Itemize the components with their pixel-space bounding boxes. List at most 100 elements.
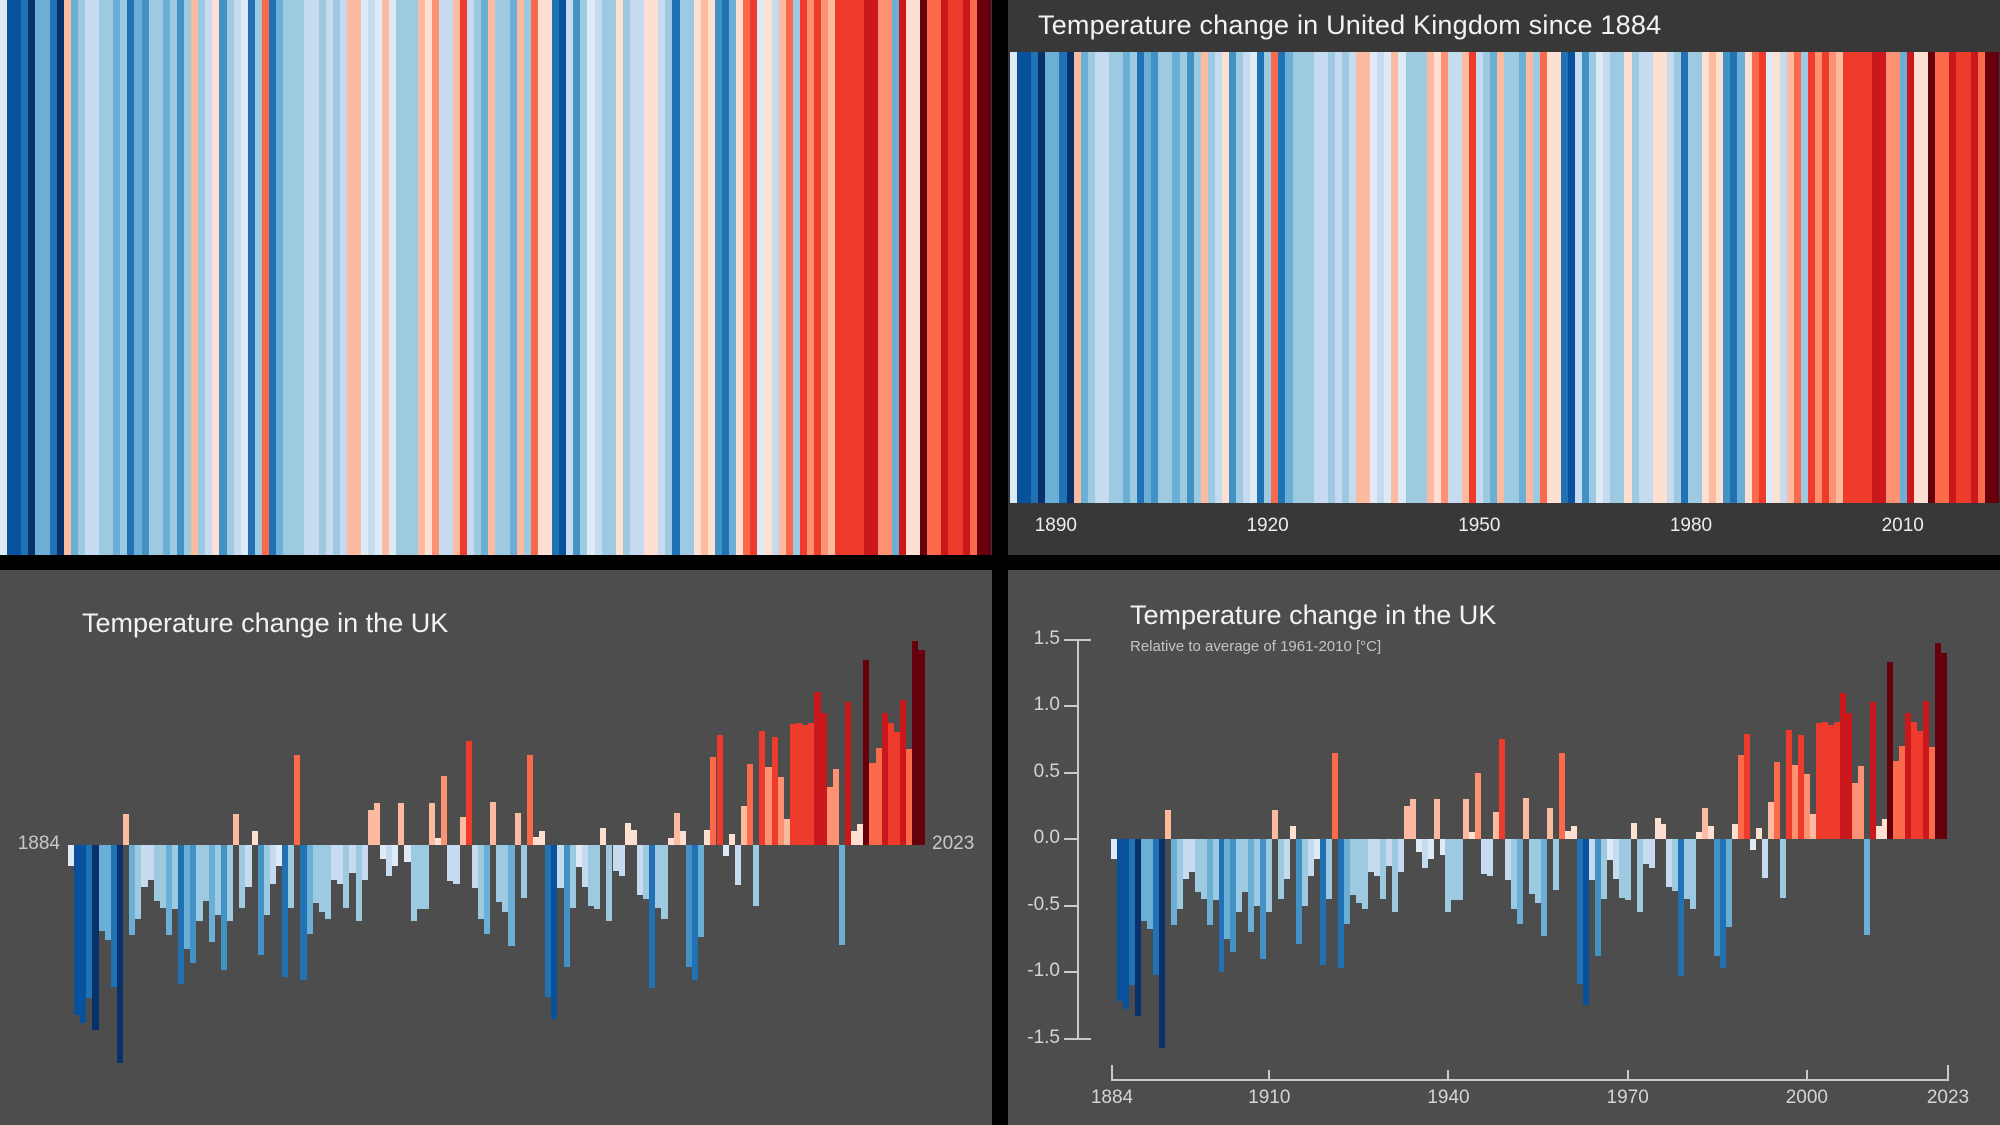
bar-1977	[636, 845, 644, 896]
stripe-1890	[42, 0, 50, 555]
bar-1991	[722, 845, 729, 857]
stripe-2015	[927, 0, 935, 555]
stripe-1948	[1462, 52, 1470, 503]
stripe-1927	[1313, 52, 1321, 503]
bar-1957	[1547, 808, 1553, 839]
stripe-1973	[629, 0, 638, 555]
bar-2012	[851, 831, 858, 845]
stripe-1994	[778, 0, 786, 555]
bar-2015	[869, 762, 876, 845]
y-tick-label-0.0: 0.0	[1033, 827, 1060, 848]
stripe-1991	[1765, 52, 1773, 503]
stripe-2018	[948, 0, 956, 555]
stripe-1884	[1010, 52, 1018, 503]
bar-1948	[1493, 812, 1500, 839]
bar-1904	[190, 845, 197, 964]
stripe-2009	[1892, 52, 1900, 503]
bar-1955	[502, 845, 509, 912]
bar-2014	[863, 660, 870, 845]
bar-1912	[1278, 839, 1285, 899]
y-tick-1.0	[1064, 705, 1077, 707]
bar-1938	[398, 803, 405, 845]
bar-1919	[1320, 839, 1327, 966]
bar-2019	[1917, 731, 1924, 839]
stripe-1963	[1567, 52, 1575, 503]
stripe-1963	[559, 0, 567, 555]
stripe-1913	[1214, 52, 1222, 503]
stripe-2020	[1970, 52, 1978, 503]
bar-1988	[1732, 824, 1739, 839]
stripe-1928	[311, 0, 319, 555]
bar-1903	[184, 845, 191, 950]
stripe-1968	[594, 0, 602, 555]
bar-2001	[1809, 813, 1816, 839]
bar-2012	[1875, 825, 1882, 839]
bar-1941	[416, 845, 423, 909]
bar-1945	[441, 775, 448, 845]
bar-1916	[263, 845, 270, 915]
bar-1976	[630, 829, 637, 845]
stripe-1899	[106, 0, 114, 555]
bar-1986	[692, 845, 699, 980]
stripe-1981	[1695, 52, 1703, 503]
bar-1897	[1188, 839, 1195, 873]
bar-2005	[1833, 721, 1840, 839]
stripe-1998	[806, 0, 814, 555]
bar-1913	[245, 845, 252, 887]
y-tick-label--0.5: -0.5	[1027, 893, 1060, 915]
stripes-year-tick-1890: 1890	[1034, 515, 1077, 536]
stripe-1904	[1151, 52, 1159, 503]
bar-1965	[1594, 839, 1601, 957]
bar-2022	[912, 640, 919, 845]
bar-2016	[1899, 745, 1906, 839]
bar-1919	[282, 845, 289, 978]
stripe-2007	[870, 0, 878, 555]
stripe-2006	[863, 0, 871, 555]
stripe-2012	[906, 0, 914, 555]
stripe-1972	[1631, 52, 1639, 503]
stripe-1967	[1596, 52, 1604, 503]
stripe-1980	[679, 0, 687, 555]
bar-1946	[447, 845, 454, 882]
stripe-1922	[1278, 52, 1286, 503]
stripe-1922	[268, 0, 277, 555]
bar-2017	[1905, 712, 1912, 839]
bar-2007	[820, 712, 827, 845]
bar-1931	[355, 845, 362, 922]
stripe-1959	[1539, 52, 1547, 503]
stripe-1932	[339, 0, 347, 555]
bar-1918	[1314, 839, 1321, 859]
bar-1895	[135, 845, 142, 919]
bar-1906	[202, 845, 209, 901]
stripe-1957	[516, 0, 524, 555]
bar-2006	[1839, 692, 1846, 839]
stripe-2014	[1928, 52, 1936, 503]
warming-stripes-graphic	[1010, 52, 1999, 503]
stripe-1898	[99, 0, 107, 555]
stripe-1938	[1391, 52, 1399, 503]
bar-2000	[1803, 773, 1810, 839]
stripe-1945	[1440, 52, 1448, 503]
panel-bars-axes: Temperature change in the UK Relative to…	[1008, 570, 2000, 1125]
bar-1999	[771, 736, 778, 845]
bar-1940	[1445, 839, 1452, 913]
bar-1896	[141, 845, 148, 887]
bar-1902	[178, 845, 185, 984]
bar-1932	[1397, 839, 1404, 873]
bar-1908	[1254, 839, 1261, 906]
bar-1982	[667, 838, 674, 845]
stripe-1889	[35, 0, 43, 555]
y-axis-cap-top	[1077, 639, 1091, 641]
bar-1951	[477, 845, 484, 919]
stripe-1984	[707, 0, 715, 555]
bar-2018	[887, 722, 894, 845]
bar-1993	[734, 845, 741, 886]
bar-1942	[422, 845, 429, 909]
stripe-2023	[983, 0, 991, 555]
warming-stripes-graphic	[0, 0, 992, 555]
stripe-1985	[714, 0, 722, 555]
bar-1933	[367, 810, 374, 845]
stripe-1950	[1476, 52, 1484, 503]
bar-1918	[276, 845, 283, 866]
stripe-1974	[637, 0, 645, 555]
